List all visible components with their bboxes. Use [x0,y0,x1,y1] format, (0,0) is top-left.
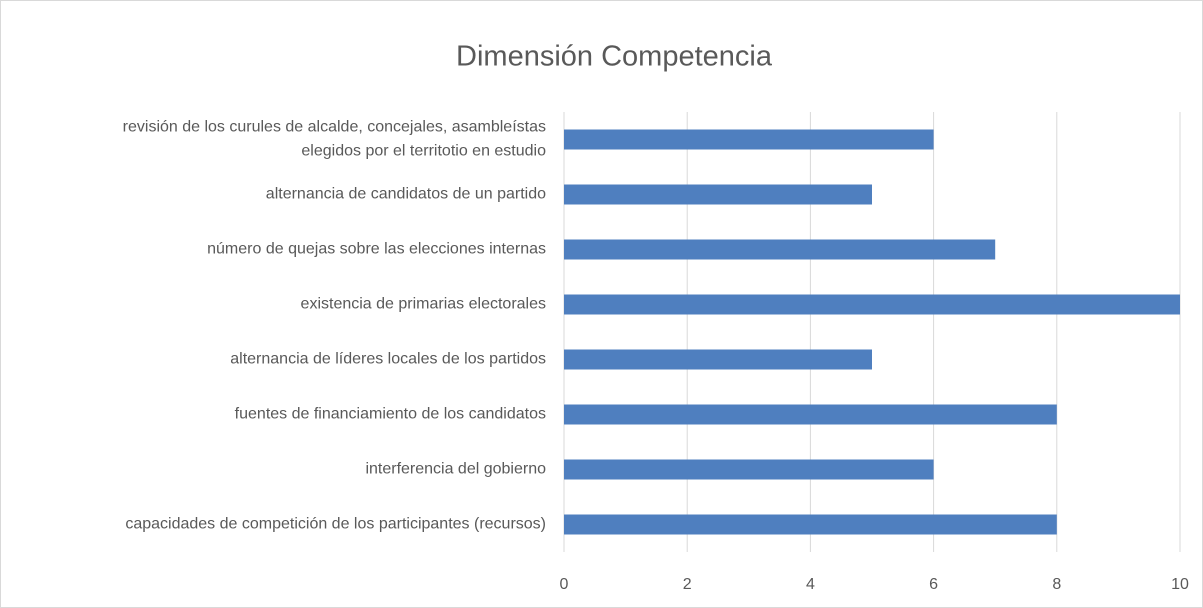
x-tick-label: 2 [683,576,692,593]
y-tick-label: número de quejas sobre las elecciones in… [207,241,546,258]
chart-title: Dimensión Competencia [456,41,773,73]
bar [564,129,934,150]
bar [564,404,1057,425]
bar [564,184,872,205]
y-tick-label: revisión de los curules de alcalde, conc… [123,119,546,160]
y-tick-label: alternancia de candidatos de un partido [266,186,546,203]
y-tick-label: existencia de primarias electorales [301,296,546,313]
y-tick-label: interferencia del gobierno [365,461,546,478]
y-tick-label: alternancia de líderes locales de los pa… [230,351,546,368]
bar [564,349,872,370]
x-tick-label: 6 [929,576,938,593]
y-tick-label: fuentes de financiamiento de los candida… [235,406,546,423]
x-tick-label: 4 [806,576,815,593]
x-tick-label: 0 [560,576,569,593]
x-tick-label: 10 [1171,576,1189,593]
bar [564,294,1180,315]
bar [564,514,1057,535]
y-tick-label: capacidades de competición de los partic… [125,516,546,533]
bar [564,459,934,480]
bar [564,239,996,260]
x-tick-label: 8 [1052,576,1061,593]
